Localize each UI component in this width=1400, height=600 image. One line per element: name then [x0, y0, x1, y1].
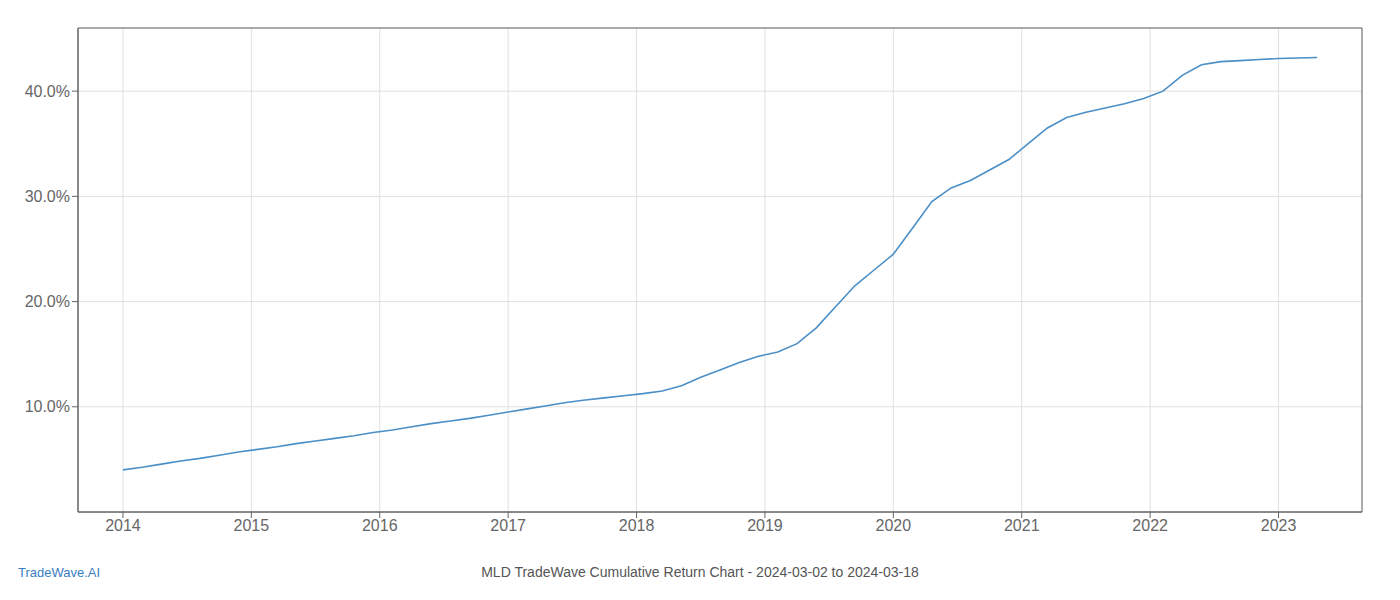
svg-text:40.0%: 40.0%	[25, 83, 70, 100]
svg-text:2021: 2021	[1004, 517, 1040, 534]
svg-text:2022: 2022	[1132, 517, 1168, 534]
svg-text:2023: 2023	[1261, 517, 1297, 534]
svg-text:2017: 2017	[490, 517, 526, 534]
svg-text:20.0%: 20.0%	[25, 293, 70, 310]
svg-text:30.0%: 30.0%	[25, 188, 70, 205]
svg-text:2019: 2019	[747, 517, 783, 534]
svg-text:2020: 2020	[876, 517, 912, 534]
html-text:MLD TradeWave Cumulative Retur: MLD TradeWave Cumulative Return Chart - …	[481, 564, 919, 580]
svg-text:2018: 2018	[619, 517, 655, 534]
svg-text:2015: 2015	[234, 517, 270, 534]
svg-text:10.0%: 10.0%	[25, 398, 70, 415]
svg-text:2014: 2014	[105, 517, 141, 534]
svg-text:2016: 2016	[362, 517, 398, 534]
html-text:TradeWave.AI: TradeWave.AI	[18, 564, 101, 580]
